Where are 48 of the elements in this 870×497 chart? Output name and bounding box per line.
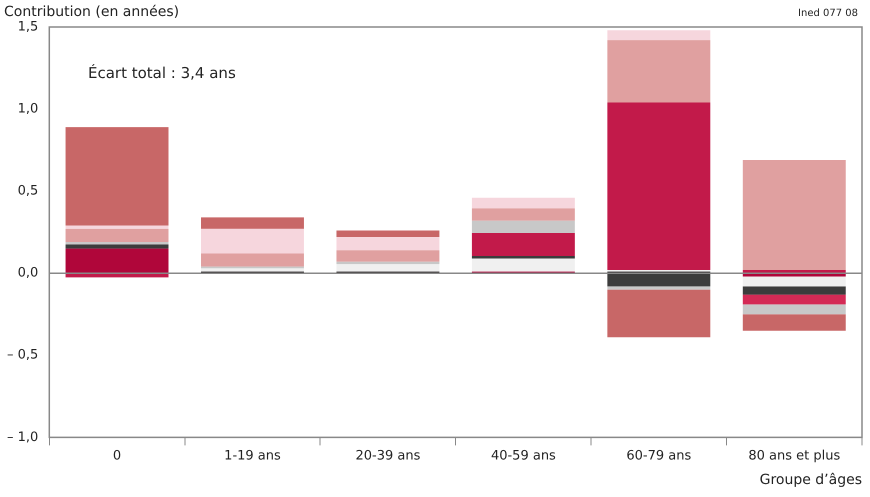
bar — [607, 290, 710, 338]
bar — [472, 198, 575, 208]
x-axis-title: Groupe d’âges — [760, 472, 862, 488]
bar — [336, 250, 440, 262]
bar — [742, 314, 846, 331]
bar — [472, 208, 575, 221]
x-tick-label: 60-79 ans — [626, 448, 692, 464]
y-tick-label: – 0,5 — [6, 348, 38, 363]
y-tick-label: – 1,0 — [6, 430, 38, 445]
x-tick-label: 1-19 ans — [224, 448, 282, 464]
bar — [472, 220, 575, 234]
bar — [742, 276, 846, 286]
bar — [607, 30, 710, 40]
y-tick-label: 1,5 — [18, 19, 38, 34]
y-tick-label: 0,0 — [18, 266, 38, 281]
bar — [336, 262, 440, 264]
y-axis-title: Contribution (en années) — [4, 4, 180, 20]
bar — [742, 286, 846, 295]
bar — [472, 258, 575, 272]
bar — [201, 268, 304, 272]
bar — [201, 228, 304, 254]
y-tick-label: 0,5 — [18, 184, 38, 199]
bar — [66, 244, 168, 249]
annotation: Écart total : 3,4 ans — [88, 64, 236, 82]
x-tick-label: 0 — [112, 448, 122, 464]
x-tick-label: 80 ans et plus — [748, 448, 840, 464]
text: Ined 077 08 — [798, 8, 858, 19]
bar — [607, 286, 710, 290]
bar — [66, 248, 168, 274]
bar — [742, 160, 846, 270]
bar — [607, 273, 710, 286]
bar — [742, 304, 846, 314]
bar — [336, 264, 440, 272]
bar — [66, 226, 168, 229]
bar — [201, 217, 304, 229]
y-tick-label: 1,0 — [18, 101, 38, 116]
bar — [201, 254, 304, 267]
bar — [66, 127, 168, 226]
x-tick-label: 40-59 ans — [490, 448, 556, 464]
bar — [66, 242, 168, 245]
x-tick-label: 20-39 ans — [355, 448, 421, 464]
bar — [607, 102, 710, 270]
bar — [336, 230, 440, 238]
bar — [336, 237, 440, 250]
bar — [66, 228, 168, 242]
bar — [742, 294, 846, 304]
bar — [607, 40, 710, 103]
bar — [472, 233, 575, 256]
